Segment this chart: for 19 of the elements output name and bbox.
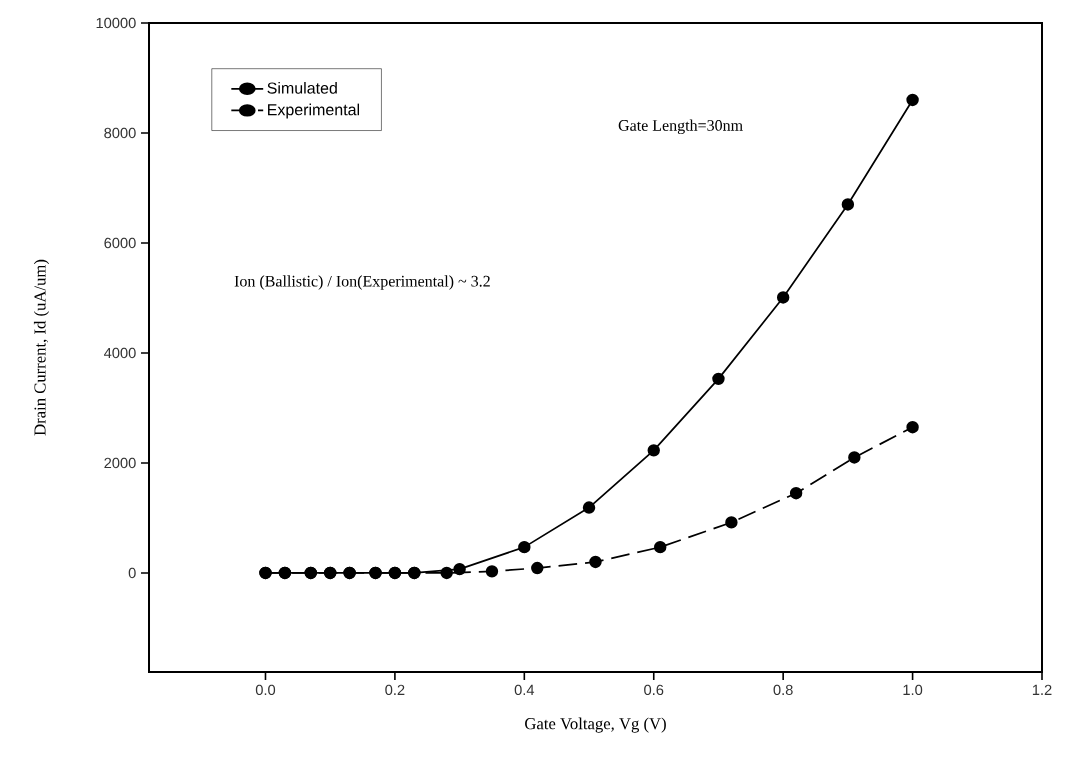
x-tick-label: 0.2	[385, 684, 405, 696]
x-tick-label: 1.0	[903, 684, 923, 696]
legend-label: Simulated	[267, 82, 337, 94]
x-tick-label: 0.8	[773, 684, 793, 696]
y-tick-label: 8000	[104, 127, 136, 139]
y-tick-label: 0	[128, 567, 136, 579]
x-tick-label: 1.2	[1032, 684, 1052, 695]
legend-label: Experimental	[268, 103, 360, 119]
x-tick-label: 0.0	[255, 684, 276, 696]
x-tick-label: 0.6	[644, 684, 664, 696]
y-tick-label: 6000	[104, 237, 136, 249]
annotation: Gate Length=30nm	[618, 119, 743, 135]
y-tick-label: 4000	[104, 347, 136, 359]
x-tick-label: 0.4	[514, 684, 535, 696]
y-axis-title: Drain Current, Id (uA/um)	[33, 259, 50, 436]
y-tick-label: 10000	[96, 17, 136, 29]
annotation: Ion (Ballistic) / Ion(Experimental) ~ 3.2	[234, 275, 490, 290]
x-axis-title: Gate Voltage, Vg (V)	[525, 717, 666, 733]
y-tick-label: 2000	[104, 457, 136, 469]
